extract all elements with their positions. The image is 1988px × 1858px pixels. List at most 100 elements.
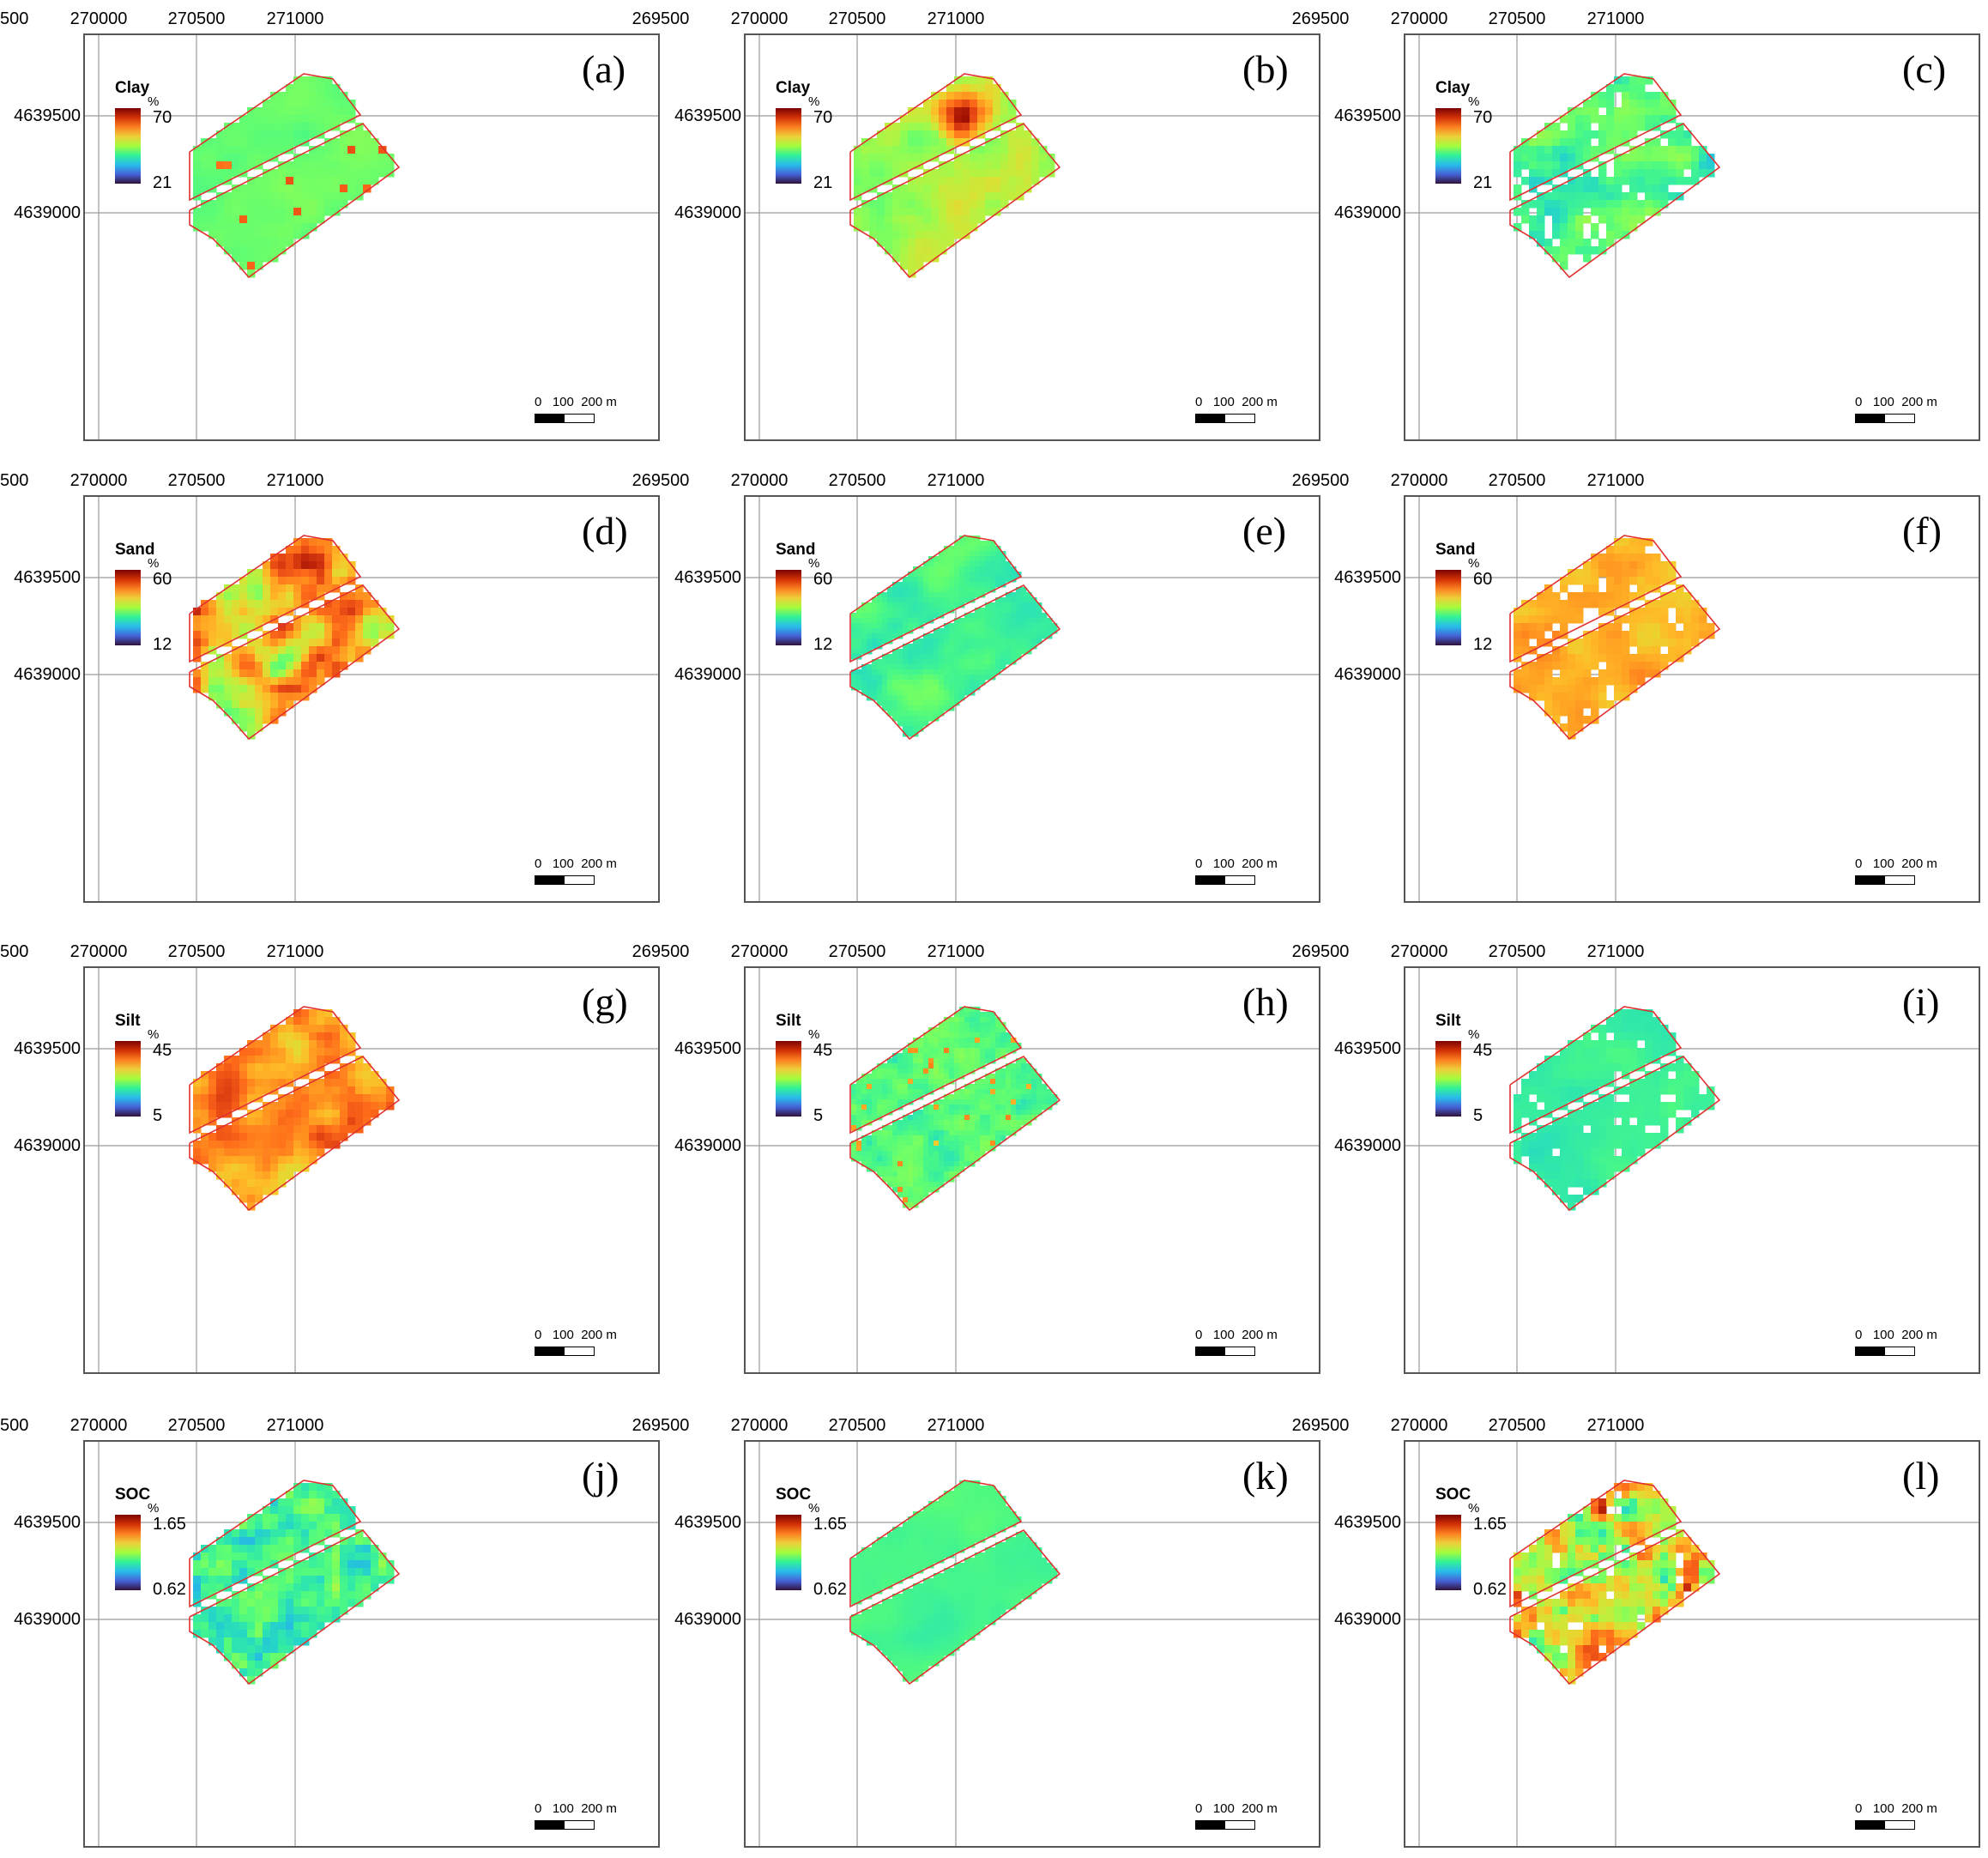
raster-cell	[944, 1135, 950, 1141]
raster-cell	[949, 1125, 955, 1131]
legend-unit: %	[808, 1027, 820, 1042]
raster-cell	[232, 1529, 240, 1538]
raster-cell	[270, 592, 279, 601]
raster-cell	[985, 115, 994, 124]
raster-cell	[332, 169, 341, 178]
legend-title: Clay	[776, 79, 811, 97]
raster-cell	[1583, 677, 1592, 686]
raster-cell	[293, 1009, 302, 1018]
raster-cell	[332, 1025, 341, 1033]
raster-cell	[861, 669, 867, 675]
raster-cell	[908, 731, 914, 737]
raster-cell	[1537, 1148, 1545, 1157]
raster-cell	[923, 1141, 929, 1147]
raster-cell	[255, 185, 263, 193]
raster-cell	[270, 130, 279, 139]
raster-cell	[877, 1141, 883, 1147]
raster-cell	[1645, 631, 1653, 639]
raster-cell	[1047, 1089, 1053, 1095]
raster-cell	[964, 592, 970, 598]
raster-cell	[286, 646, 294, 655]
raster-cell	[1583, 185, 1592, 193]
raster-cell	[861, 1089, 867, 1095]
raster-cell	[1036, 618, 1042, 624]
raster-cell	[897, 1130, 903, 1136]
raster-cell	[1622, 685, 1630, 693]
raster-cell	[301, 1017, 310, 1026]
raster-cell	[355, 1560, 364, 1569]
raster-cell	[301, 1056, 310, 1064]
raster-cell	[1552, 615, 1561, 624]
raster-cell	[371, 161, 379, 170]
raster-cell	[892, 659, 898, 665]
raster-cell	[928, 561, 934, 567]
raster-cell	[923, 1182, 929, 1188]
raster-cell	[255, 1164, 263, 1172]
raster-cell	[263, 685, 271, 693]
raster-cell	[1568, 130, 1576, 139]
raster-cell	[216, 1599, 225, 1607]
raster-cell	[340, 1102, 348, 1111]
raster-cell	[975, 546, 981, 552]
raster-cell	[931, 146, 940, 154]
raster-cell	[324, 1017, 333, 1026]
raster-cell	[959, 1094, 965, 1100]
raster-cell	[1016, 1115, 1022, 1121]
raster-cell	[877, 669, 883, 675]
raster-cell	[975, 572, 981, 578]
raster-cell	[1637, 1133, 1646, 1141]
raster-cell	[324, 1133, 333, 1141]
raster-cell	[347, 1560, 356, 1569]
raster-cell	[975, 1012, 981, 1018]
raster-cell	[1047, 161, 1055, 170]
raster-cell	[923, 700, 929, 706]
raster-cell	[1653, 554, 1661, 562]
raster-cell	[885, 208, 893, 216]
raster-cell	[263, 1560, 271, 1569]
raster-cell	[1000, 161, 1009, 170]
raster-cell	[1021, 592, 1027, 598]
raster-cell	[918, 1135, 924, 1141]
raster-cell	[995, 577, 1001, 583]
raster-cell	[892, 664, 898, 670]
raster-cell	[954, 1115, 960, 1121]
raster-cell	[1660, 1102, 1669, 1111]
raster-cell	[224, 1599, 233, 1607]
raster-cell	[908, 654, 914, 660]
raster-cell	[232, 693, 240, 701]
raster-cell	[867, 1079, 873, 1085]
raster-cell	[293, 130, 302, 139]
raster-cell	[877, 200, 885, 209]
raster-cell	[1529, 1148, 1538, 1157]
raster-cell	[216, 1079, 225, 1087]
raster-cell	[892, 185, 901, 193]
raster-cell	[1552, 223, 1561, 232]
raster-cell	[1000, 638, 1006, 645]
map-frame	[83, 966, 660, 1374]
raster-cell	[232, 631, 240, 639]
raster-cell	[939, 1151, 945, 1157]
raster-cell	[908, 239, 916, 247]
raster-cell	[1026, 1068, 1032, 1074]
raster-cell	[856, 1099, 862, 1105]
raster-cell	[278, 1156, 287, 1165]
raster-cell	[962, 200, 970, 209]
raster-cell	[193, 223, 202, 232]
raster-cell	[378, 1079, 387, 1087]
raster-cell	[247, 669, 256, 678]
raster-cell	[1629, 1141, 1638, 1149]
raster-cell	[363, 608, 372, 616]
raster-cell	[1591, 146, 1599, 154]
raster-cell	[270, 1591, 279, 1600]
raster-cell	[1000, 633, 1006, 639]
raster-cell	[975, 566, 981, 572]
raster-cell	[247, 1607, 256, 1615]
raster-cell	[872, 1079, 878, 1085]
raster-cell	[1011, 638, 1017, 645]
raster-cell	[990, 1048, 996, 1054]
raster-cell	[263, 1653, 271, 1661]
raster-cell	[270, 1583, 279, 1592]
raster-cell	[970, 1125, 976, 1131]
raster-cell	[861, 169, 870, 178]
raster-cell	[363, 1071, 372, 1080]
